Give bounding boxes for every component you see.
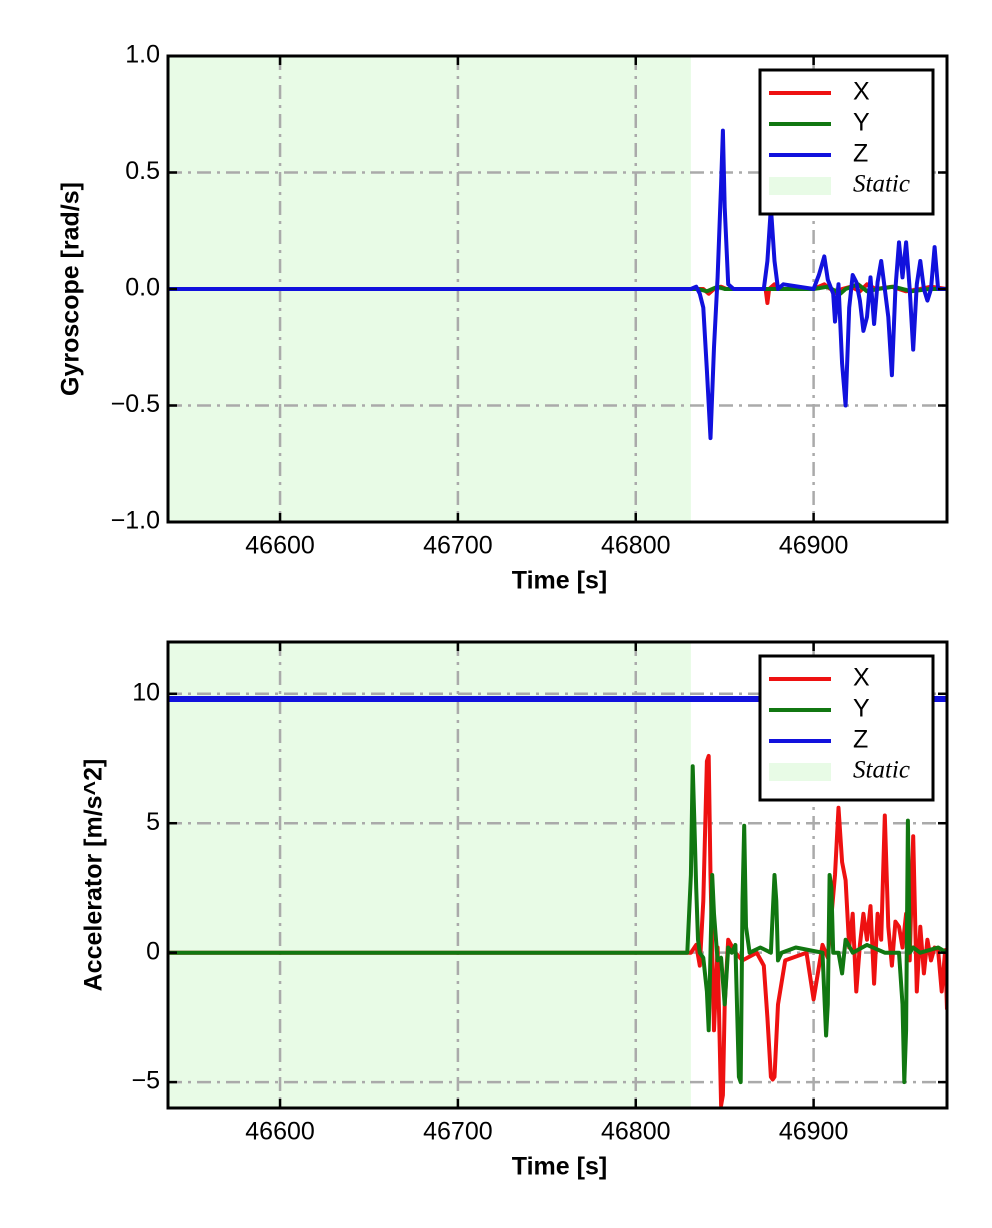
legend-label-z: Z <box>853 140 868 168</box>
x-tick-label: 46800 <box>601 532 671 560</box>
x-tick-label: 46900 <box>779 1118 849 1146</box>
x-tick-label: 46600 <box>245 1118 315 1146</box>
y-tick-label: 10 <box>132 678 160 706</box>
x-tick-label: 46700 <box>423 532 493 560</box>
legend-swatch-static <box>769 177 831 195</box>
legend-label-y: Y <box>853 109 870 137</box>
legend-swatch-static <box>769 763 831 781</box>
legend-label-z: Z <box>853 726 868 754</box>
legend: XYZ Static <box>758 68 935 216</box>
x-tick-label: 46600 <box>245 532 315 560</box>
y-tick-label: 0 <box>146 937 160 965</box>
x-tick-label: 46800 <box>601 1118 671 1146</box>
legend-label-x: X <box>853 664 870 692</box>
series-line-z <box>168 128 947 441</box>
x-axis-title: Time [s] <box>512 1153 607 1181</box>
series-line-y <box>168 282 947 296</box>
y-tick-label: 1.0 <box>125 41 160 69</box>
y-tick-label: −5 <box>131 1067 160 1095</box>
chart-panel-1: 46600 46700 46800 46900 −1.0 −0.5 0.0 0.5 1.0 Tim… <box>57 41 949 595</box>
legend: XYZ Static <box>758 654 935 802</box>
series-group <box>168 128 947 441</box>
y-tick-label: −0.5 <box>111 390 160 418</box>
legend-label-static: Static <box>853 171 910 198</box>
y-axis-title: Gyroscope [rad/s] <box>57 182 85 396</box>
y-tick-label: 0.5 <box>125 157 160 185</box>
plot-frame <box>166 640 949 1110</box>
x-tick-label: 46900 <box>779 532 849 560</box>
chart-panel-2: 46600 46700 46800 46900 −5 0 5 10 Time [s] Accele… <box>80 640 949 1181</box>
y-tick-label: −1.0 <box>111 507 160 535</box>
legend-label-y: Y <box>853 695 870 723</box>
series-line-y <box>168 764 947 1085</box>
static-region <box>168 642 691 1108</box>
legend-label-static: Static <box>853 757 910 784</box>
x-axis-title: Time [s] <box>512 567 607 595</box>
y-axis-title: Accelerator [m/s^2] <box>80 759 108 992</box>
y-tick-label: 0.0 <box>125 274 160 302</box>
x-tick-label: 46700 <box>423 1118 493 1146</box>
legend-label-x: X <box>853 78 870 106</box>
y-tick-label: 5 <box>146 808 160 836</box>
series-line-x <box>168 753 947 1108</box>
